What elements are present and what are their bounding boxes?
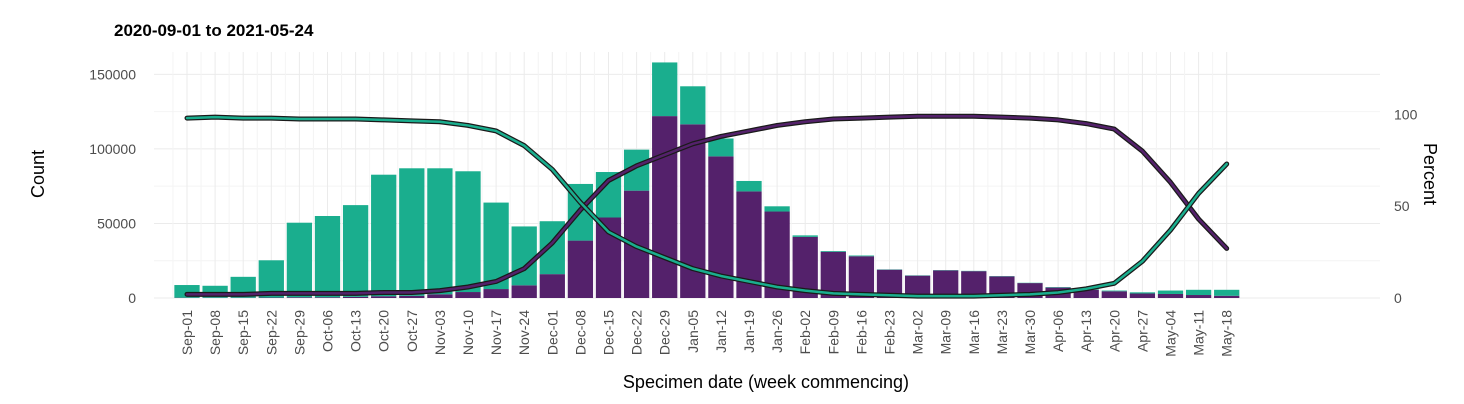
y-tick-label: 0: [128, 290, 136, 306]
x-tick-label: Feb-09: [825, 310, 841, 355]
x-tick-label: May-11: [1191, 310, 1207, 356]
bar-segment-0: [1214, 296, 1239, 298]
bar-segment-0: [287, 297, 312, 298]
bar-segment-0: [427, 294, 452, 298]
x-tick-label: Sep-22: [263, 310, 279, 355]
chart-title: 2020-09-01 to 2021-05-24: [114, 21, 314, 40]
bar-segment-0: [1102, 291, 1127, 298]
bar-segment-1: [455, 171, 480, 292]
x-tick-label: Dec-15: [601, 310, 617, 355]
x-tick-label: Feb-23: [882, 310, 898, 355]
x-tick-label: Oct-27: [404, 310, 420, 352]
bar-segment-1: [1186, 290, 1211, 295]
x-tick-label: Apr-13: [1078, 310, 1094, 352]
x-tick-label: Apr-20: [1106, 310, 1122, 352]
x-tick-label: Nov-03: [432, 310, 448, 355]
x-tick-label: Oct-20: [376, 310, 392, 352]
x-tick-label: Jan-19: [741, 310, 757, 353]
bar-segment-1: [849, 256, 874, 257]
x-tick-label: Sep-29: [291, 310, 307, 355]
y-tick-label: 150000: [89, 66, 136, 82]
bar-segment-1: [512, 226, 537, 285]
x-tick-label: Nov-24: [516, 310, 532, 355]
x-tick-label: Mar-02: [910, 310, 926, 355]
x-tick-label: Jan-12: [713, 310, 729, 353]
bar-segment-0: [652, 116, 677, 298]
y2-tick-label: 100: [1394, 106, 1418, 122]
x-tick-label: Sep-08: [207, 310, 223, 355]
y2-tick-label: 0: [1394, 290, 1402, 306]
bar-segment-0: [568, 241, 593, 298]
chart-canvas: 0 50000 100000 150000 0 50 100 Sep-01 Sep-08 Sep-…: [0, 0, 1464, 404]
bar-segment-1: [1214, 290, 1239, 296]
x-tick-label: Nov-17: [488, 310, 504, 355]
x-tick-label: Feb-16: [853, 310, 869, 355]
x-tick-label: Mar-30: [1022, 310, 1038, 355]
x-tick-label: Mar-16: [966, 310, 982, 355]
bar-segment-0: [399, 296, 424, 298]
bar-segment-1: [1130, 292, 1155, 293]
x-tick-label: Jan-05: [685, 310, 701, 353]
bar-segment-0: [371, 296, 396, 298]
x-tick-label: Dec-01: [544, 310, 560, 355]
bar-segment-1: [315, 216, 340, 297]
bar-segment-1: [343, 205, 368, 297]
bar-segment-1: [371, 175, 396, 297]
bar-segment-0: [483, 289, 508, 298]
bar-segment-0: [1130, 294, 1155, 298]
x-tick-label: Nov-10: [460, 310, 476, 355]
x-tick-label: Apr-27: [1134, 310, 1150, 352]
x-tick-label: Mar-09: [938, 310, 954, 355]
y2-tick-label: 50: [1394, 198, 1410, 214]
x-tick-label: Feb-02: [797, 310, 813, 355]
bar-segment-1: [652, 62, 677, 116]
x-tick-label: Sep-15: [235, 310, 251, 355]
bar-segment-1: [764, 206, 789, 211]
bar-segment-0: [1186, 295, 1211, 298]
bar-segment-1: [1158, 291, 1183, 294]
bar-segment-0: [1158, 294, 1183, 298]
x-tick-label: Apr-06: [1050, 310, 1066, 352]
x-tick-label: May-04: [1163, 310, 1179, 357]
bar-segment-0: [343, 297, 368, 298]
x-tick-label: Dec-22: [629, 310, 645, 355]
y-axis-title: Count: [28, 150, 48, 198]
bar-segment-1: [287, 223, 312, 298]
x-tick-label: May-18: [1219, 310, 1235, 357]
bar-segment-1: [427, 168, 452, 294]
bar-segment-1: [736, 181, 761, 191]
y-tick-label: 100000: [89, 141, 136, 157]
x-tick-label: Oct-06: [320, 310, 336, 352]
y-tick-label: 50000: [97, 215, 136, 231]
bar-segment-1: [793, 235, 818, 236]
bar-segment-1: [680, 86, 705, 124]
bar-segment-1: [399, 168, 424, 295]
bar-segment-1: [1102, 291, 1127, 292]
bar-segment-0: [540, 274, 565, 298]
x-tick-label: Dec-08: [572, 310, 588, 355]
x-tick-label: Oct-13: [348, 310, 364, 352]
y2-axis-title: Percent: [1420, 143, 1440, 205]
x-tick-label: Dec-29: [657, 310, 673, 355]
x-tick-label: Jan-26: [769, 310, 785, 353]
bar-segment-0: [455, 292, 480, 298]
bar-segment-0: [315, 297, 340, 298]
x-tick-label: Sep-01: [179, 310, 195, 355]
bar-segment-1: [821, 251, 846, 252]
x-axis-title: Specimen date (week commencing): [623, 372, 909, 392]
x-tick-label: Mar-23: [994, 310, 1010, 355]
bar-segment-0: [512, 285, 537, 298]
